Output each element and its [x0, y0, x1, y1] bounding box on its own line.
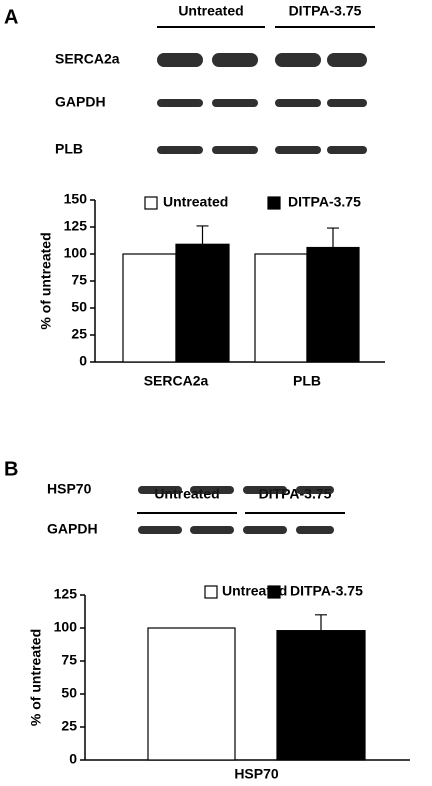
blot-row-label: SERCA2a — [55, 51, 120, 67]
blot-band — [157, 146, 203, 154]
blot-row-label: GAPDH — [55, 94, 106, 110]
legend-label: DITPA-3.75 — [290, 583, 363, 599]
y-tick-label: 100 — [64, 245, 88, 261]
panel-label: B — [4, 458, 18, 480]
bar — [276, 630, 366, 761]
blot-band — [157, 53, 203, 67]
y-tick-label: 0 — [69, 751, 77, 767]
blot-group-label: DITPA-3.75 — [289, 3, 362, 19]
blot-band — [275, 146, 321, 154]
legend-swatch — [267, 585, 281, 599]
blot-band — [327, 53, 367, 67]
bar — [306, 246, 360, 363]
legend-swatch — [204, 585, 218, 599]
legend-label: Untreated — [163, 194, 228, 210]
blot-band — [190, 526, 234, 534]
y-tick-label: 50 — [61, 685, 77, 701]
y-tick-label: 125 — [64, 218, 88, 234]
blot-row-label: GAPDH — [47, 521, 98, 537]
legend-swatch — [144, 196, 158, 210]
y-tick-label: 25 — [71, 326, 87, 342]
blot-band — [157, 99, 203, 107]
panel-label: A — [4, 6, 18, 28]
blot-band — [190, 486, 234, 494]
blot-band — [243, 526, 287, 534]
blot-band — [275, 53, 321, 67]
bar — [254, 253, 308, 363]
error-bar — [196, 225, 209, 245]
bar — [175, 243, 230, 363]
blot-band — [296, 526, 334, 534]
y-tick-label: 0 — [79, 353, 87, 369]
blot-band — [138, 486, 182, 494]
blot-band — [327, 146, 367, 154]
legend-label: DITPA-3.75 — [288, 194, 361, 210]
x-tick-label: HSP70 — [234, 766, 279, 782]
y-tick-label: 100 — [54, 619, 78, 635]
blot-row-label: PLB — [55, 141, 83, 157]
x-tick-label: SERCA2a — [144, 373, 209, 389]
y-tick-label: 25 — [61, 718, 77, 734]
blot-band — [327, 99, 367, 107]
legend-swatch — [267, 196, 281, 210]
y-axis-label: % of untreated — [38, 232, 54, 329]
blot-band — [275, 99, 321, 107]
error-bar — [315, 614, 327, 631]
y-tick-label: 150 — [64, 191, 88, 207]
blot-band — [138, 526, 182, 534]
x-tick-label: PLB — [293, 373, 321, 389]
blot-band — [296, 486, 334, 494]
y-tick-label: 50 — [71, 299, 87, 315]
blot-band — [243, 486, 287, 494]
blot-band — [212, 53, 258, 67]
blot-band — [212, 99, 258, 107]
blot-group-label: Untreated — [178, 3, 243, 19]
y-tick-label: 75 — [61, 652, 77, 668]
bar — [122, 253, 177, 363]
y-axis-label: % of untreated — [28, 629, 44, 726]
y-tick-label: 125 — [54, 586, 78, 602]
blot-band — [212, 146, 258, 154]
error-bar — [327, 227, 339, 248]
y-tick-label: 75 — [71, 272, 87, 288]
bar — [147, 627, 236, 761]
blot-row-label: HSP70 — [47, 481, 92, 497]
